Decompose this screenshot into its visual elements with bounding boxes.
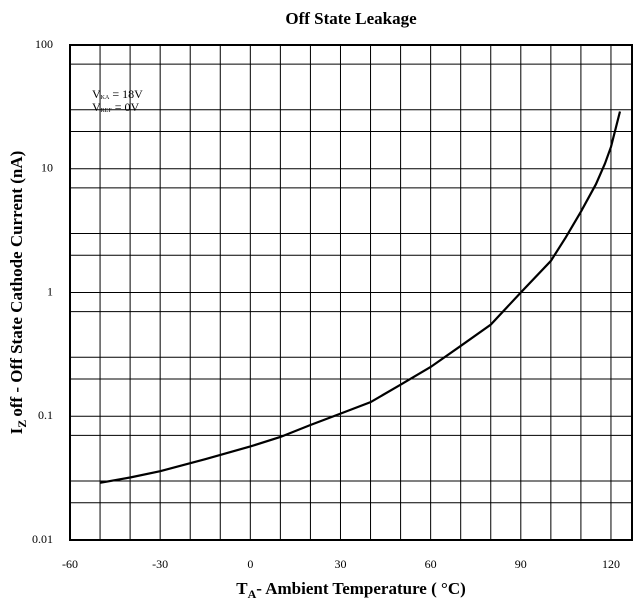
y-tick-label: 0.01 xyxy=(32,532,53,546)
annotation-sub: REF xyxy=(101,108,113,114)
y-tick-label: 10 xyxy=(41,161,53,175)
data-line xyxy=(99,111,622,484)
y-label-rest: off - Off State Cathode Current (nA) xyxy=(7,151,26,417)
annotation-main: V xyxy=(92,100,101,114)
annotation: VREF = 0V xyxy=(92,100,139,115)
y-label-main: I xyxy=(7,427,26,434)
x-label-main: T xyxy=(236,579,248,598)
x-tick-label: 60 xyxy=(425,557,437,571)
x-tick-label: -30 xyxy=(152,557,168,571)
plot-frame xyxy=(69,44,633,541)
y-axis-label: IZoff - Off State Cathode Current (nA) xyxy=(7,151,29,435)
annotation: VKA = 18V xyxy=(92,87,143,102)
x-tick-label: 90 xyxy=(515,557,527,571)
x-label-rest: - Ambient Temperature ( °C) xyxy=(256,579,466,598)
y-tick-label: 1 xyxy=(47,284,53,298)
x-tick-label: 120 xyxy=(602,557,620,571)
x-axis-label: TA- Ambient Temperature ( °C) xyxy=(236,579,466,601)
x-label-sub: A xyxy=(248,587,257,601)
y-tick-label: 100 xyxy=(35,37,53,51)
chart-title: Off State Leakage xyxy=(285,9,417,28)
annotation-main: V xyxy=(92,87,101,101)
x-tick-label: 30 xyxy=(334,557,346,571)
annotation-sub: KA xyxy=(101,95,110,101)
x-tick-label: -60 xyxy=(62,557,78,571)
annotation-rest: = 0V xyxy=(115,100,140,114)
annotation-rest: = 18V xyxy=(112,87,143,101)
x-tick-label: 0 xyxy=(247,557,253,571)
y-label-sub: Z xyxy=(15,420,29,428)
y-tick-label: 0.1 xyxy=(38,408,53,422)
